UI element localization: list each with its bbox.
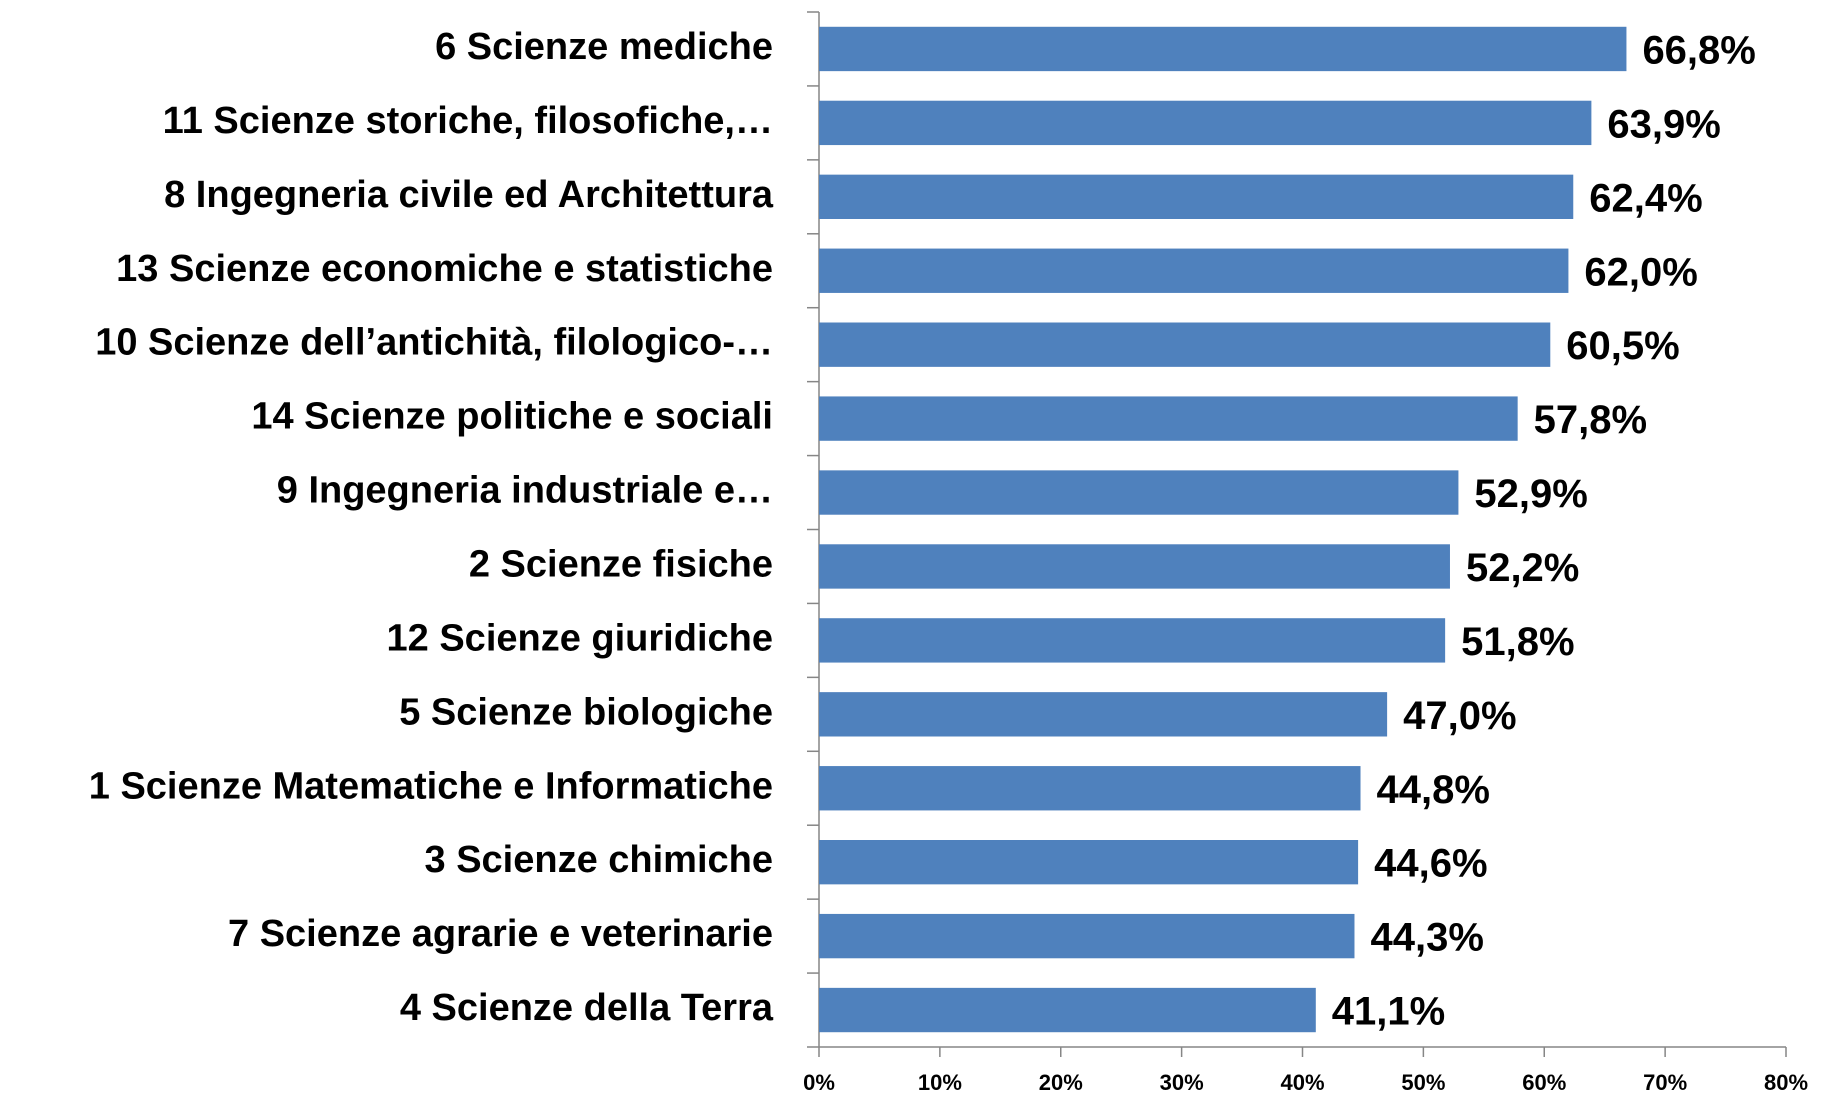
x-tick-label: 20% — [1039, 1070, 1083, 1095]
bar — [819, 840, 1359, 885]
value-label: 52,2% — [1466, 546, 1579, 590]
value-label: 44,6% — [1374, 842, 1487, 886]
category-label: 13 Scienze economiche e statistiche — [116, 248, 773, 290]
category-label: 12 Scienze giuridiche — [387, 617, 773, 659]
bar — [819, 766, 1361, 811]
value-label: 63,9% — [1607, 102, 1720, 146]
x-tick-label: 70% — [1643, 1070, 1687, 1095]
bar — [819, 100, 1592, 146]
category-label: 14 Scienze politiche e sociali — [251, 396, 773, 438]
value-label: 62,0% — [1584, 250, 1697, 294]
x-tick-label: 80% — [1764, 1070, 1808, 1095]
bar — [819, 618, 1446, 663]
bar — [819, 26, 1627, 72]
bar — [819, 913, 1355, 959]
bar — [819, 322, 1551, 367]
category-label: 5 Scienze biologiche — [399, 691, 773, 733]
category-label: 10 Scienze dell’antichità, filologico-… — [95, 322, 773, 364]
bar — [819, 470, 1459, 515]
x-tick-label: 30% — [1160, 1070, 1204, 1095]
category-label: 7 Scienze agrarie e veterinarie — [228, 913, 773, 955]
value-label: 47,0% — [1403, 694, 1516, 738]
value-label: 51,8% — [1461, 620, 1574, 664]
x-tick-label: 10% — [918, 1070, 962, 1095]
bar — [819, 692, 1388, 737]
bar — [819, 248, 1569, 293]
value-label: 62,4% — [1589, 176, 1702, 220]
value-label: 60,5% — [1566, 324, 1679, 368]
category-label: 4 Scienze della Terra — [400, 987, 774, 1029]
value-label: 66,8% — [1642, 29, 1755, 73]
category-label: 1 Scienze Matematiche e Informatiche — [89, 765, 773, 807]
x-tick-label: 40% — [1280, 1070, 1324, 1095]
x-tick-label: 50% — [1401, 1070, 1445, 1095]
x-tick-label: 60% — [1522, 1070, 1566, 1095]
category-label: 2 Scienze fisiche — [469, 543, 773, 585]
bar — [819, 174, 1574, 219]
category-label: 9 Ingegneria industriale e… — [277, 470, 773, 512]
x-tick-label: 0% — [803, 1070, 835, 1095]
bar — [819, 987, 1316, 1033]
category-label: 11 Scienze storiche, filosofiche,… — [163, 100, 773, 142]
value-label: 44,8% — [1377, 768, 1490, 812]
value-label: 57,8% — [1534, 398, 1647, 442]
category-label: 6 Scienze mediche — [435, 26, 773, 68]
category-label: 3 Scienze chimiche — [425, 839, 774, 881]
category-label: 8 Ingegneria civile ed Architettura — [164, 174, 774, 216]
value-label: 52,9% — [1474, 472, 1587, 516]
bar — [819, 544, 1450, 589]
value-label: 44,3% — [1370, 916, 1483, 960]
bar — [819, 396, 1518, 441]
value-label: 41,1% — [1332, 990, 1445, 1034]
